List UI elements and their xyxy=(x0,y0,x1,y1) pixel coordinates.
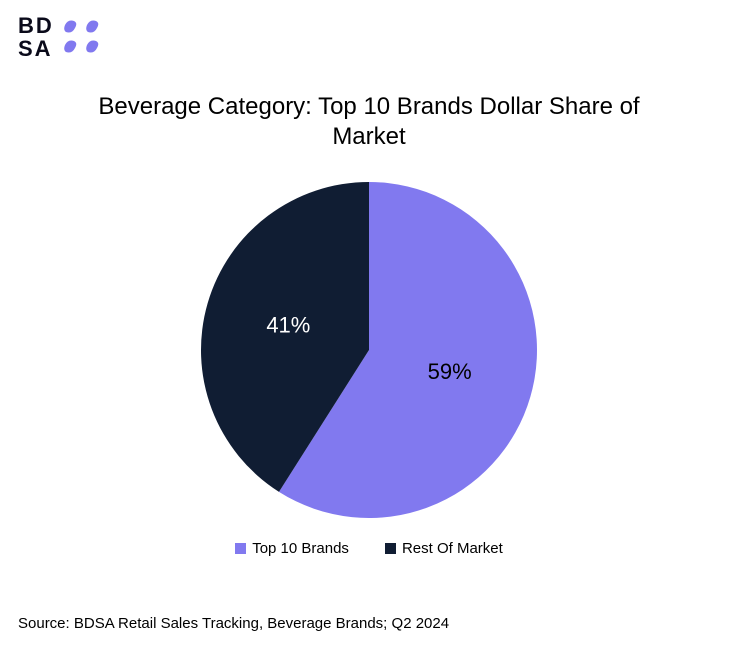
pie-chart: 59% 41% xyxy=(189,170,549,535)
logo-mark-icon xyxy=(62,20,78,34)
chart-title: Beverage Category: Top 10 Brands Dollar … xyxy=(0,92,738,152)
logo-text: BD SA xyxy=(18,14,54,60)
slice-label: 59% xyxy=(428,359,472,384)
logo-mark-icon xyxy=(84,20,100,34)
legend-swatch xyxy=(235,543,246,554)
legend-item-top10: Top 10 Brands xyxy=(235,540,349,557)
logo-line-2: SA xyxy=(18,37,54,60)
bdsa-logo: BD SA xyxy=(18,14,100,60)
logo-marks xyxy=(62,20,100,54)
chart-legend: Top 10 Brands Rest Of Market xyxy=(0,540,738,557)
logo-mark-icon xyxy=(62,40,78,54)
logo-line-1: BD xyxy=(18,14,54,37)
logo-mark-icon xyxy=(84,40,100,54)
slice-label: 41% xyxy=(266,312,310,337)
legend-label: Rest Of Market xyxy=(402,540,503,557)
source-citation: Source: BDSA Retail Sales Tracking, Beve… xyxy=(18,615,449,632)
legend-item-rest: Rest Of Market xyxy=(385,540,503,557)
legend-label: Top 10 Brands xyxy=(252,540,349,557)
legend-swatch xyxy=(385,543,396,554)
